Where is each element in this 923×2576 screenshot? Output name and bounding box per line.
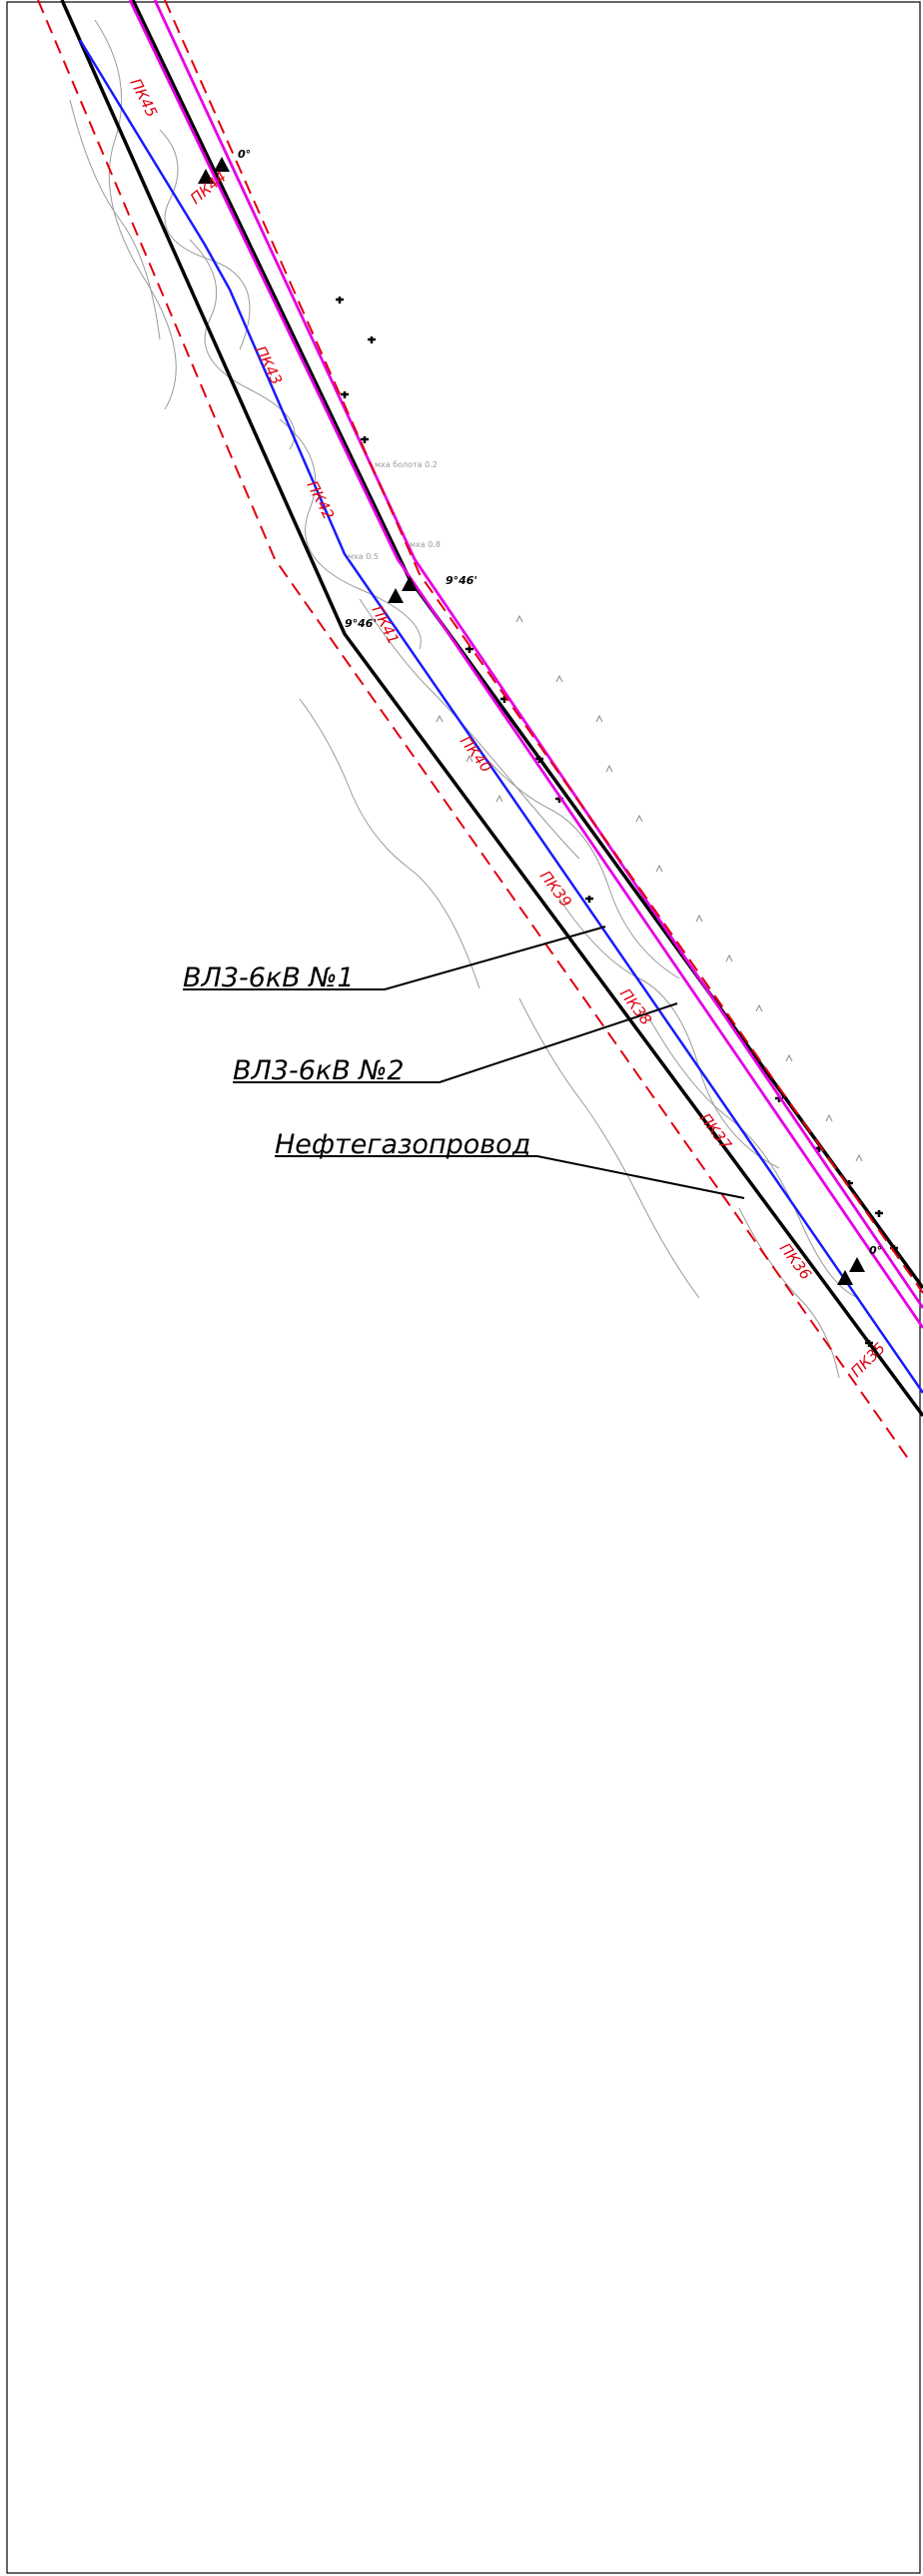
corridor-bound-2 bbox=[153, 0, 923, 1309]
angle-triangle-3 bbox=[388, 588, 404, 603]
picket-label-ПК43: ПК43 bbox=[251, 343, 286, 388]
angle-triangle-4 bbox=[402, 576, 418, 591]
picket-label-ПК45: ПК45 bbox=[126, 76, 161, 121]
swamp-symbol-2 bbox=[555, 674, 563, 683]
contour-10 bbox=[299, 698, 480, 989]
pipeline-axis bbox=[78, 39, 923, 1394]
swamp-symbol-7 bbox=[695, 914, 703, 923]
callout-vl1-label: ВЛ3-6кВ №1 bbox=[183, 963, 355, 993]
contour-11 bbox=[518, 997, 700, 1299]
relief-contours bbox=[69, 19, 860, 1379]
picket-labels: ПК45ПК44ПК43ПК42ПК41ПК40ПК39ПК38ПК37ПК36… bbox=[126, 76, 888, 1381]
swamp-symbol-12 bbox=[855, 1153, 863, 1162]
angle-label-1: 0° bbox=[238, 148, 251, 161]
contour-9 bbox=[69, 99, 161, 340]
swamp-symbol-13 bbox=[436, 714, 444, 723]
power-line-vl1 bbox=[60, 0, 923, 1418]
angle-label-2: 9°46' bbox=[446, 574, 477, 587]
angle-label-4: 0° bbox=[869, 1244, 882, 1257]
angle-triangle-1 bbox=[198, 169, 214, 184]
sheet-frame bbox=[6, 1, 921, 2574]
contour-8 bbox=[648, 1017, 860, 1299]
callout-pipeline: Нефтегазопровод bbox=[275, 1129, 745, 1199]
tree-symbol-2 bbox=[368, 336, 376, 343]
angle-triangle-6 bbox=[849, 1257, 865, 1272]
allotment-boundary-left bbox=[37, 0, 912, 1464]
swamp-symbol-3 bbox=[595, 714, 603, 723]
swamp-symbol-5 bbox=[635, 814, 643, 823]
callout-vl2-label: ВЛ3-6кВ №2 bbox=[233, 1055, 405, 1086]
tree-symbol-13 bbox=[875, 1210, 883, 1217]
corridor-bound-1 bbox=[128, 0, 923, 1329]
callout-vl2: ВЛ3-6кВ №2 bbox=[233, 1002, 678, 1086]
swamp-symbol-14 bbox=[465, 754, 473, 763]
contour-2 bbox=[159, 129, 251, 350]
vegetation-symbols bbox=[336, 297, 898, 1347]
angle-markers bbox=[198, 157, 865, 1285]
relief-note-1: мха болота 0.2 bbox=[375, 460, 438, 469]
contour-7 bbox=[558, 898, 780, 1169]
power-line-vl2 bbox=[131, 0, 923, 1290]
contour-4 bbox=[279, 418, 422, 650]
angle-triangle-2 bbox=[214, 157, 230, 172]
contour-3 bbox=[189, 239, 296, 450]
picket-label-ПК37: ПК37 bbox=[696, 1110, 735, 1154]
swamp-symbol-11 bbox=[825, 1113, 833, 1122]
swamp-symbol-1 bbox=[515, 614, 523, 623]
swamp-symbol-6 bbox=[655, 864, 663, 873]
allotment-boundary-right bbox=[164, 0, 923, 1294]
relief-note-3: мха 0.5 bbox=[348, 552, 379, 561]
callout-pipeline-label: Нефтегазопровод bbox=[275, 1129, 530, 1160]
picket-label-ПК42: ПК42 bbox=[303, 478, 338, 523]
swamp-symbol-10 bbox=[785, 1053, 793, 1062]
picket-label-ПК40: ПК40 bbox=[457, 733, 495, 777]
swamp-symbol-9 bbox=[755, 1003, 763, 1012]
angle-triangle-5 bbox=[837, 1270, 853, 1285]
picket-label-ПК39: ПК39 bbox=[536, 868, 575, 912]
swamp-symbol-8 bbox=[725, 954, 733, 963]
callout-vl1: ВЛ3-6кВ №1 bbox=[183, 926, 606, 993]
contour-6 bbox=[468, 738, 680, 979]
swamp-symbol-4 bbox=[605, 764, 613, 773]
tree-symbol-9 bbox=[585, 896, 593, 903]
tree-symbol-3 bbox=[341, 391, 349, 398]
tree-symbol-4 bbox=[361, 436, 369, 443]
tree-symbol-1 bbox=[336, 297, 344, 304]
angle-label-3: 9°46' bbox=[345, 617, 377, 630]
relief-note-2: мха 0.8 bbox=[410, 540, 441, 549]
swamp-symbol-15 bbox=[495, 794, 503, 803]
